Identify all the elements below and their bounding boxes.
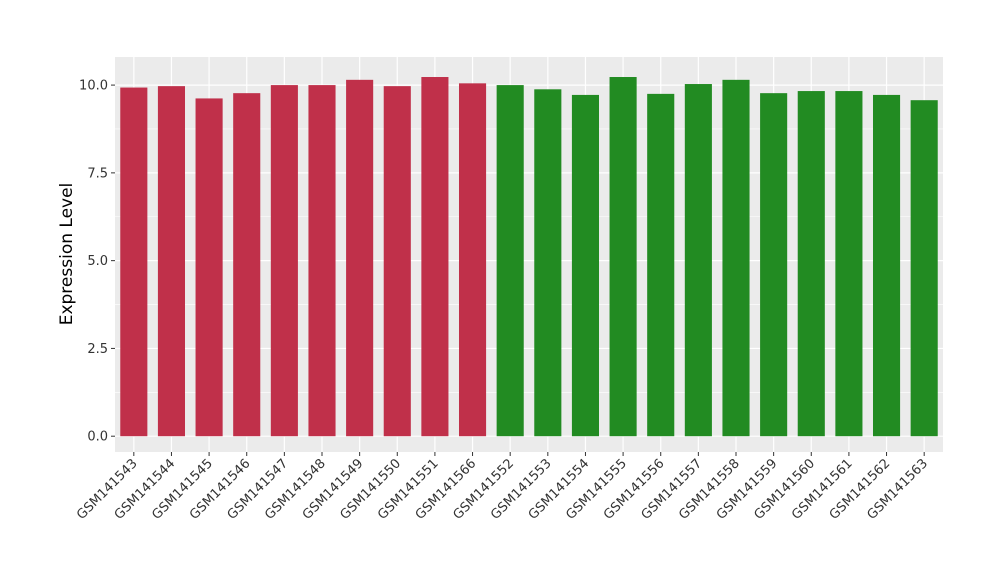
y-tick-label: 7.5 bbox=[87, 166, 108, 181]
bar-GSM141560 bbox=[797, 91, 825, 437]
y-axis-label: Expression Level bbox=[57, 183, 77, 326]
bar-GSM141561 bbox=[835, 91, 863, 437]
bar-GSM141562 bbox=[872, 94, 901, 437]
bar-GSM141548 bbox=[308, 85, 336, 437]
y-tick-label: 5.0 bbox=[87, 254, 108, 269]
bar-GSM141556 bbox=[647, 93, 675, 437]
y-tick-label: 10.0 bbox=[79, 79, 108, 94]
bar-GSM141544 bbox=[157, 86, 186, 437]
bar-GSM141551 bbox=[421, 77, 449, 437]
y-axis: 0.0 2.5 5.0 7.5 10.0 bbox=[79, 79, 115, 445]
y-tick-label: 0.0 bbox=[87, 430, 108, 445]
x-axis: GSM141543GSM141544GSM141545GSM141546GSM1… bbox=[74, 452, 931, 523]
bar-GSM141553 bbox=[534, 89, 562, 437]
bar-GSM141559 bbox=[760, 93, 788, 437]
bar-GSM141550 bbox=[383, 86, 411, 437]
bar-GSM141547 bbox=[270, 85, 298, 437]
bar-GSM141555 bbox=[609, 77, 637, 437]
bar-GSM141554 bbox=[571, 94, 600, 437]
bar-GSM141566 bbox=[458, 83, 487, 437]
bar-GSM141543 bbox=[120, 87, 148, 437]
bar-GSM141545 bbox=[195, 98, 223, 437]
bar-GSM141546 bbox=[233, 93, 261, 437]
bar-GSM141558 bbox=[722, 79, 750, 437]
bars bbox=[120, 77, 938, 437]
bar-GSM141563 bbox=[910, 100, 938, 437]
bar-GSM141552 bbox=[496, 85, 524, 437]
bar-GSM141549 bbox=[346, 79, 374, 437]
bar-GSM141557 bbox=[684, 84, 712, 437]
y-tick-label: 2.5 bbox=[87, 342, 108, 357]
